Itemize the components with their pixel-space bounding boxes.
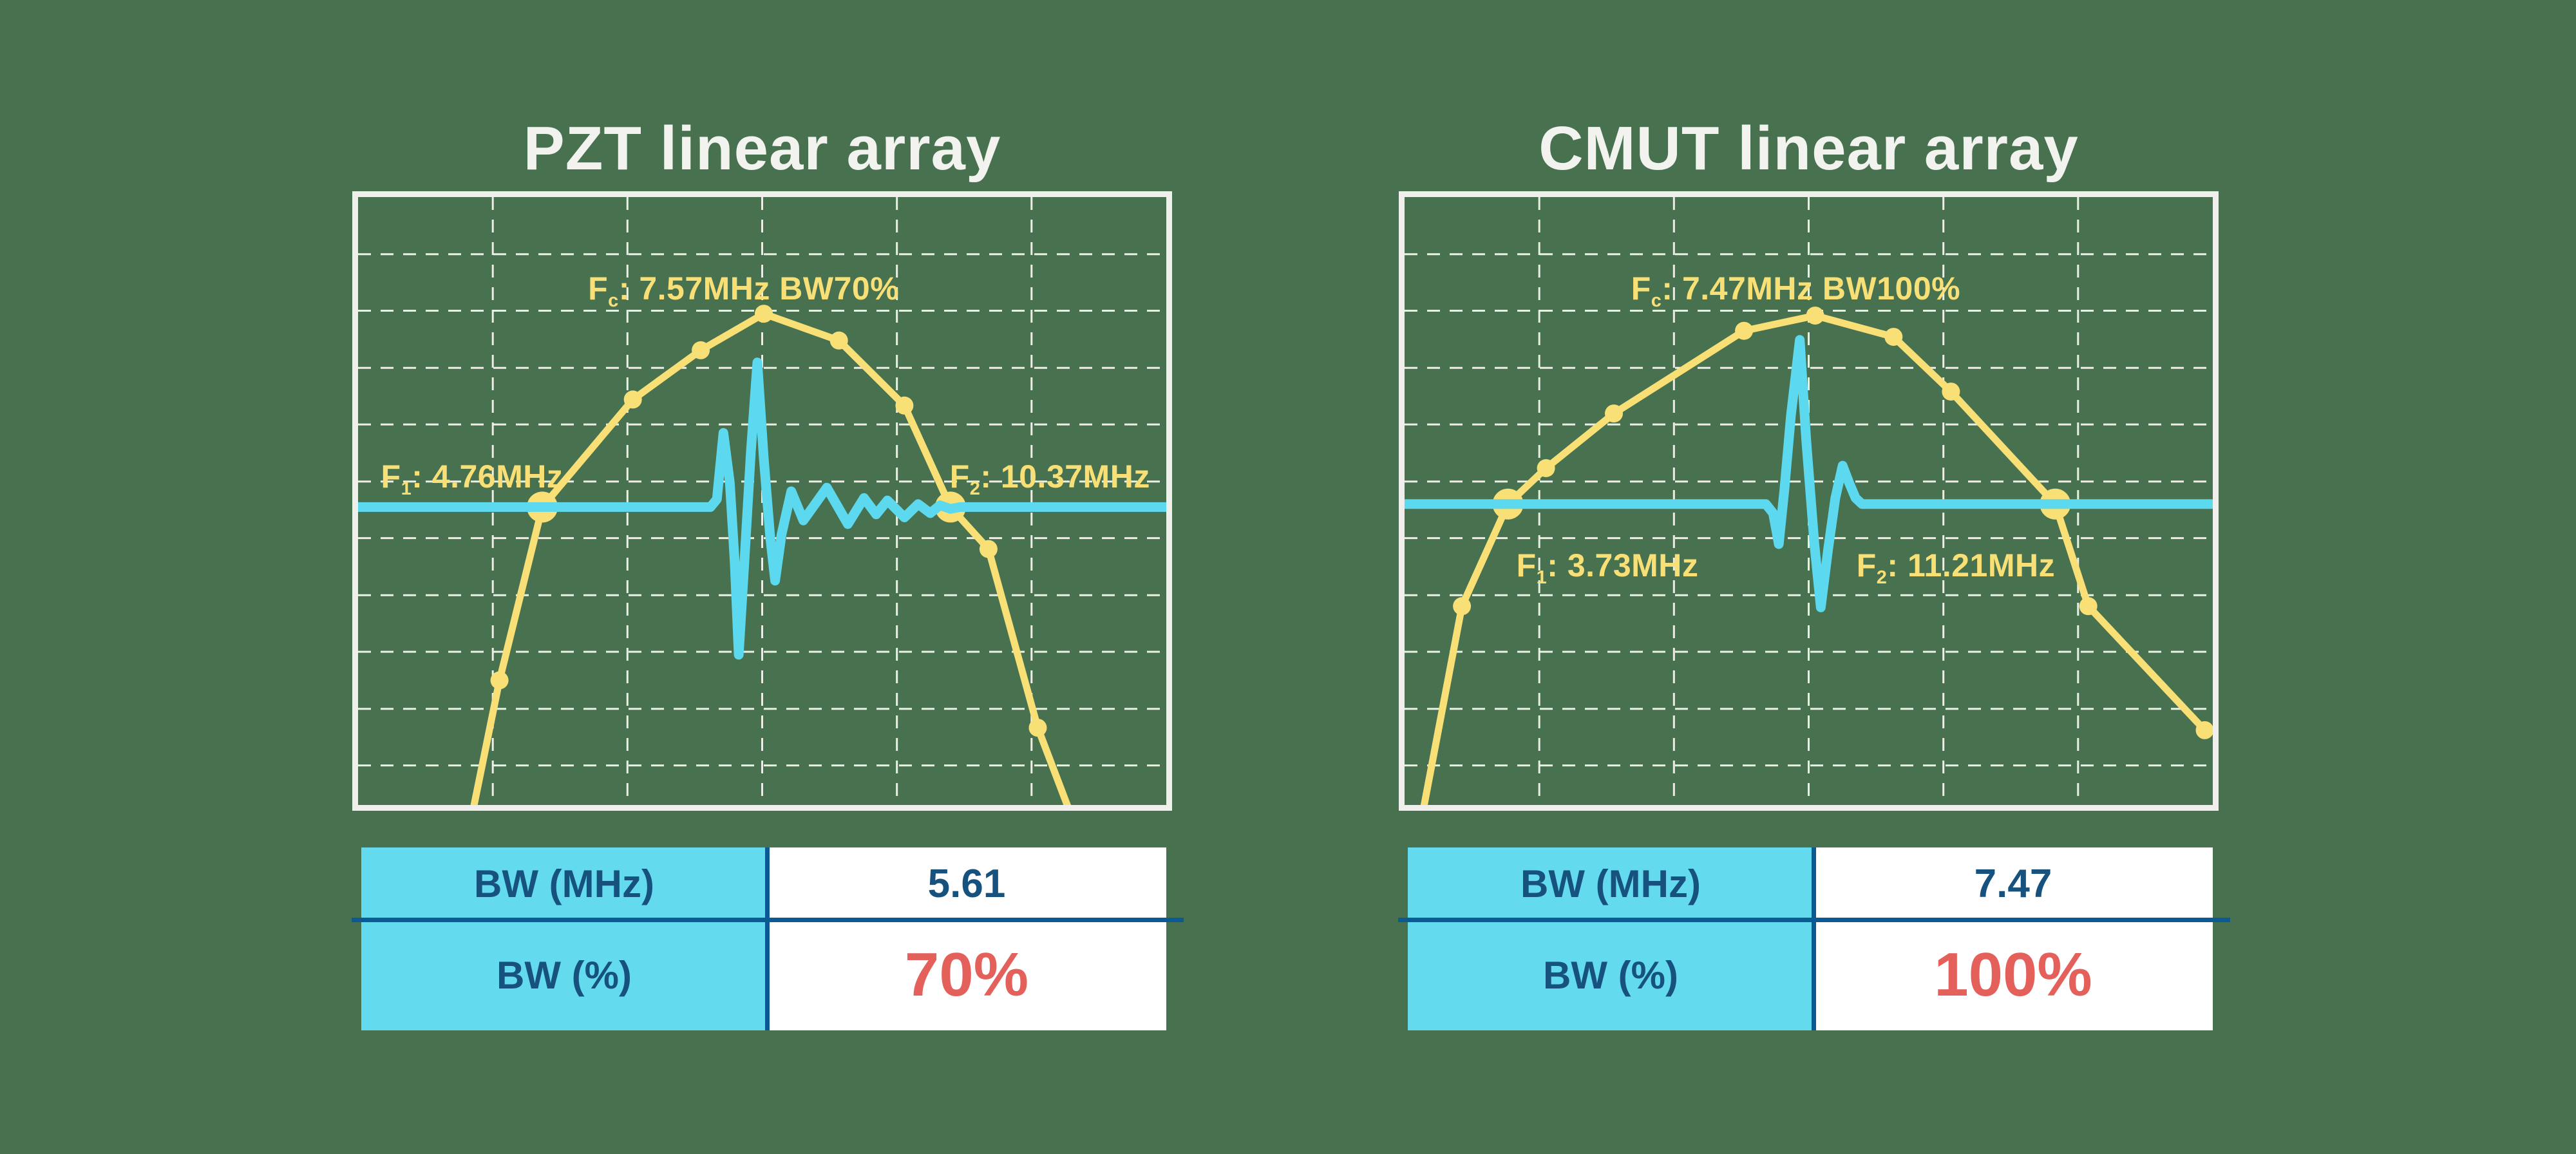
annotation-f2-value: : 11.21MHz: [1887, 547, 2056, 584]
table-row: BW (MHz) 5.61: [361, 847, 1166, 920]
table-value-bw-percent: 70%: [767, 920, 1166, 1030]
table-row: BW (%) 70%: [361, 920, 1166, 1030]
annotation-f1-symbol: F: [1516, 547, 1537, 584]
annotation-f1-subscript: 1: [1536, 567, 1548, 589]
annotation-lower-frequency-pzt: F1: 4.76MHz: [381, 458, 564, 498]
table-row: BW (MHz) 7.47: [1408, 847, 2213, 920]
annotation-f2-symbol: F: [1856, 547, 1877, 584]
table-column-divider: [1812, 847, 1816, 1030]
annotation-lower-frequency-cmut: F1: 3.73MHz: [1516, 547, 1699, 587]
annotation-fc-symbol: F: [1631, 270, 1651, 307]
annotation-fc-value: : 7.57MHz BW70%: [618, 270, 900, 307]
annotation-f2-symbol: F: [949, 459, 970, 495]
annotation-f1-value: : 4.76MHz: [412, 459, 564, 495]
table-value-bw-mhz: 7.47: [1814, 847, 2213, 920]
annotation-upper-frequency-cmut: F2: 11.21MHz: [1856, 547, 2056, 587]
plot-canvas-pzt: [358, 197, 1166, 805]
annotation-fc-subscript: c: [1651, 290, 1662, 311]
annotation-center-frequency-pzt: Fc: 7.57MHz BW70%: [588, 270, 900, 310]
plot-frame-pzt: Fc: 7.57MHz BW70% F1: 4.76MHz F2: 10.37M…: [352, 191, 1172, 811]
annotation-f1-symbol: F: [381, 459, 401, 495]
table-value-bw-percent: 100%: [1814, 920, 2213, 1030]
plot-frame-cmut: Fc: 7.47MHz BW100% F1: 3.73MHz F2: 11.21…: [1399, 191, 2219, 811]
chart-title-cmut: CMUT linear array: [1539, 114, 2079, 183]
annotation-fc-value: : 7.47MHz BW100%: [1662, 270, 1961, 307]
table-label-bw-percent: BW (%): [361, 920, 767, 1030]
annotation-fc-symbol: F: [588, 270, 609, 307]
plot-canvas-cmut: [1405, 197, 2213, 805]
bandwidth-table-cmut: BW (MHz) 7.47 BW (%) 100%: [1398, 847, 2230, 1030]
chart-title-pzt: PZT linear array: [523, 114, 1001, 183]
table-label-bw-mhz: BW (MHz): [1408, 847, 1814, 920]
table-row-divider: [352, 918, 1184, 922]
annotation-f2-value: : 10.37MHz: [980, 459, 1150, 495]
annotation-f1-value: : 3.73MHz: [1547, 547, 1699, 584]
table-label-bw-percent: BW (%): [1408, 920, 1814, 1030]
annotation-center-frequency-cmut: Fc: 7.47MHz BW100%: [1631, 270, 1961, 310]
table-row-divider: [1398, 918, 2230, 922]
bandwidth-table-pzt: BW (MHz) 5.61 BW (%) 70%: [352, 847, 1184, 1030]
annotation-f2-subscript: 2: [969, 478, 981, 500]
table-row: BW (%) 100%: [1408, 920, 2213, 1030]
annotation-fc-subscript: c: [608, 290, 619, 311]
annotation-f2-subscript: 2: [1876, 567, 1888, 589]
table-value-bw-mhz: 5.61: [767, 847, 1166, 920]
annotation-upper-frequency-pzt: F2: 10.37MHz: [949, 458, 1150, 498]
annotation-f1-subscript: 1: [401, 478, 412, 500]
table-label-bw-mhz: BW (MHz): [361, 847, 767, 920]
table-column-divider: [765, 847, 770, 1030]
